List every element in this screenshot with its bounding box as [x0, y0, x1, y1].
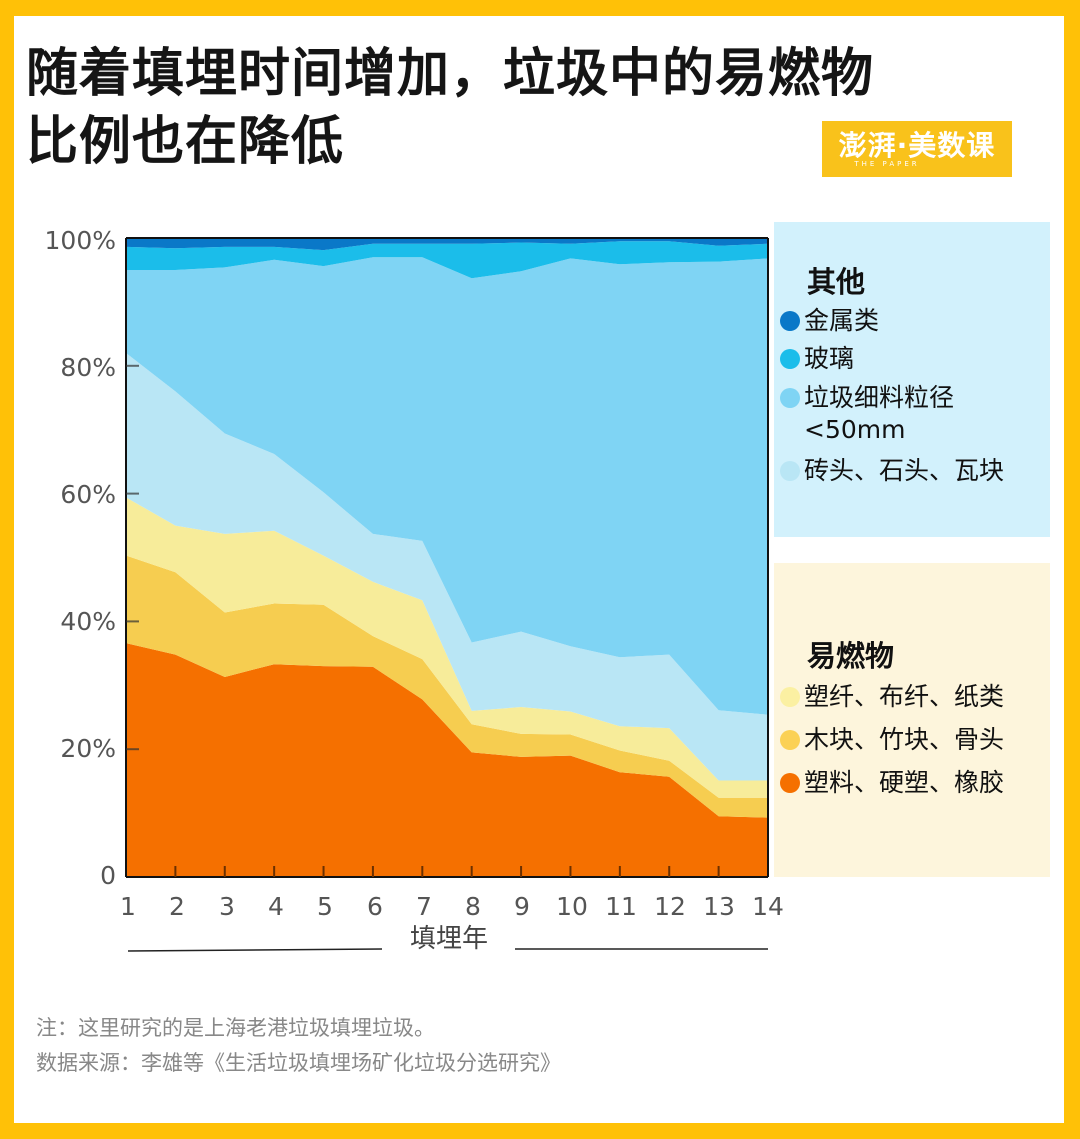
legend-label: 木块、竹块、骨头 [804, 725, 1005, 754]
x-tick-label: 9 [514, 892, 530, 921]
area-7 [126, 238, 768, 251]
y-tick-label: 40% [60, 607, 116, 636]
footnote: 注：这里研究的是上海老港垃圾填埋垃圾。 [36, 1016, 435, 1040]
legend-item-metal: 金属类 [780, 305, 879, 337]
title-line-2: 比例也在降低 [26, 112, 345, 172]
brand-logo: 澎湃·美数课 THE PAPER [822, 121, 1012, 177]
legend-item-glass: 玻璃 [780, 343, 854, 375]
legend-item-fiber: 塑纤、布纤、纸类 [780, 681, 1004, 713]
legend-label: 金属类 [804, 306, 880, 335]
y-tick-label: 80% [60, 353, 116, 382]
x-tick-label: 11 [605, 892, 637, 921]
legend-label-line: 垃圾细料粒径 [804, 383, 955, 412]
legend-dot [780, 773, 800, 793]
x-axis-title: 填埋年 [409, 924, 488, 954]
title-line-1: 随着填埋时间增加，垃圾中的易燃物 [26, 44, 875, 104]
x-tick-label: 13 [703, 892, 735, 921]
legend-panel-other: 其他 金属类 玻璃 垃圾细料粒径 <50mm 砖头、石头、瓦块 [774, 222, 1050, 537]
area-2 [126, 555, 768, 818]
legend-dot [780, 730, 800, 750]
x-tick-label: 2 [169, 892, 185, 921]
legend-group-title: 易燃物 [807, 639, 895, 673]
legend-item-wood: 木块、竹块、骨头 [780, 724, 1004, 756]
chart-title: 随着填埋时间增加，垃圾中的易燃物 比例也在降低 [26, 40, 1026, 176]
area-6 [126, 241, 768, 279]
legend-item-fine: 垃圾细料粒径 <50mm [780, 382, 954, 446]
legend-label: 垃圾细料粒径 <50mm [804, 382, 954, 446]
y-tick-label: 0 [100, 861, 116, 890]
data-source: 数据来源：李雄等《生活垃圾填埋场矿化垃圾分选研究》 [36, 1051, 561, 1075]
x-tick-label: 1 [120, 892, 136, 921]
legend-dot [780, 311, 800, 331]
logo-text: 澎湃·美数课 [838, 129, 996, 162]
x-title-rule-left [127, 948, 383, 952]
area-3 [126, 497, 768, 798]
legend-dot [780, 687, 800, 707]
y-tick-label: 20% [60, 734, 116, 763]
legend-label: 玻璃 [804, 344, 855, 373]
area-5 [126, 257, 768, 715]
legend-label: 塑料、硬塑、橡胶 [804, 768, 1005, 797]
legend-item-brick: 砖头、石头、瓦块 [780, 455, 1004, 487]
x-tick-label: 12 [654, 892, 686, 921]
area-4 [126, 353, 768, 781]
x-tick-label: 8 [465, 892, 481, 921]
x-tick-label: 14 [752, 892, 784, 921]
x-tick-label: 10 [556, 892, 588, 921]
legend-label: 砖头、石头、瓦块 [804, 456, 1005, 485]
legend-dot [780, 349, 800, 369]
legend-label-line: <50mm [804, 415, 906, 444]
x-tick-label: 4 [268, 892, 284, 921]
logo-subtext: THE PAPER [854, 160, 920, 168]
legend-label: 塑纤、布纤、纸类 [804, 682, 1005, 711]
x-tick-label: 7 [416, 892, 432, 921]
legend-group-title: 其他 [807, 265, 866, 299]
legend-panel-combustible: 易燃物 塑纤、布纤、纸类 木块、竹块、骨头 塑料、硬塑、橡胶 [774, 563, 1050, 877]
x-tick-label: 6 [367, 892, 383, 921]
x-tick-label: 5 [317, 892, 333, 921]
y-tick-label: 100% [44, 226, 116, 255]
x-tick-label: 3 [219, 892, 235, 921]
y-tick-label: 60% [60, 480, 116, 509]
legend-item-plastic: 塑料、硬塑、橡胶 [780, 767, 1004, 799]
legend-dot [780, 461, 800, 481]
axes [125, 237, 769, 952]
area-1 [126, 643, 768, 877]
area-layers [126, 238, 768, 877]
legend-dot [780, 388, 800, 408]
